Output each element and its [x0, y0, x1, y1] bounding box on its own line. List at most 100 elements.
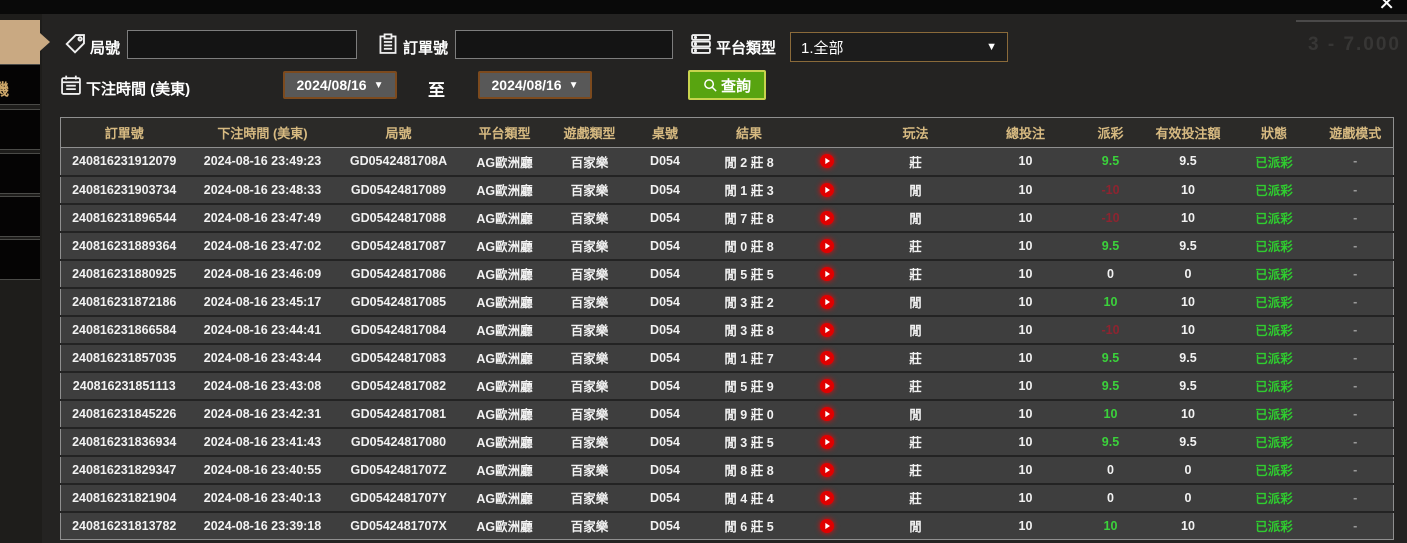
close-icon[interactable]: ✕ [1378, 0, 1395, 15]
cell-play_icon[interactable] [797, 203, 856, 233]
cell-valid_bet: 10 [1145, 287, 1231, 317]
cell-play_icon[interactable] [797, 511, 856, 540]
cell-order_no: 240816231821904 [60, 483, 188, 513]
cell-platform: AG歐洲廳 [459, 483, 550, 513]
order-no-input[interactable] [455, 30, 673, 59]
play-video-icon[interactable] [819, 238, 835, 254]
cell-table_no: D054 [629, 483, 701, 513]
sidebar-item-3[interactable] [0, 153, 40, 194]
background-divider [1296, 20, 1407, 22]
cell-order_no: 240816231836934 [60, 427, 188, 457]
cell-game_type: 百家樂 [549, 259, 630, 289]
cell-payout: 9.5 [1075, 231, 1146, 261]
cell-bet_method: 莊 [855, 455, 976, 485]
cell-table_no: D054 [629, 399, 701, 429]
top-bar: ✕ [0, 0, 1407, 14]
column-header-game_type: 遊戲類型 [549, 117, 630, 148]
cell-bet_method: 閒 [855, 175, 976, 205]
cell-result: 閒 0 莊 8 [700, 231, 798, 261]
cell-play_icon[interactable] [797, 371, 856, 401]
cell-valid_bet: 0 [1145, 483, 1231, 513]
play-video-icon[interactable] [819, 406, 835, 422]
calendar-icon [60, 74, 82, 96]
play-video-icon[interactable] [819, 490, 835, 506]
play-video-icon[interactable] [819, 182, 835, 198]
cell-play_icon[interactable] [797, 343, 856, 373]
cell-total_bet: 10 [975, 343, 1076, 373]
play-video-icon[interactable] [819, 462, 835, 478]
cell-play_icon[interactable] [797, 231, 856, 261]
search-button[interactable]: 查詢 [688, 70, 766, 100]
cell-play_icon[interactable] [797, 315, 856, 345]
cell-game_no: GD0542481708A [337, 147, 460, 177]
cell-payout: 10 [1075, 287, 1146, 317]
cell-play_icon[interactable] [797, 455, 856, 485]
cell-total_bet: 10 [975, 427, 1076, 457]
platform-type-select[interactable]: 1.全部 ▼ [790, 32, 1008, 62]
play-video-icon[interactable] [819, 266, 835, 282]
column-header-mode: 遊戲模式 [1317, 117, 1394, 148]
play-video-icon[interactable] [819, 518, 835, 534]
cell-payout: 9.5 [1075, 427, 1146, 457]
column-header-play_icon [797, 117, 856, 148]
play-video-icon[interactable] [819, 434, 835, 450]
cell-total_bet: 10 [975, 287, 1076, 317]
table-row: 240816231903734 2024-08-16 23:48:33 GD0542… [60, 175, 1394, 205]
play-video-icon[interactable] [819, 294, 835, 310]
cell-play_icon[interactable] [797, 427, 856, 457]
cell-play_icon[interactable] [797, 287, 856, 317]
cell-game_type: 百家樂 [549, 231, 630, 261]
cell-game_type: 百家樂 [549, 427, 630, 457]
date-from-select[interactable]: 2024/08/16 ▼ [283, 71, 397, 99]
cell-play_icon[interactable] [797, 483, 856, 513]
sidebar-active-tab[interactable] [0, 20, 50, 64]
cell-bet_method: 閒 [855, 399, 976, 429]
cell-mode: - [1317, 483, 1394, 513]
cell-total_bet: 10 [975, 147, 1076, 177]
cell-result: 閒 3 莊 2 [700, 287, 798, 317]
play-video-icon[interactable] [819, 210, 835, 226]
table-row: 240816231829347 2024-08-16 23:40:55 GD0542… [60, 455, 1394, 485]
cell-mode: - [1317, 315, 1394, 345]
game-no-input[interactable] [127, 30, 357, 59]
sidebar-item-5[interactable] [0, 239, 40, 280]
cell-bet_method: 閒 [855, 203, 976, 233]
table-row: 240816231845226 2024-08-16 23:42:31 GD0542… [60, 399, 1394, 429]
cell-payout: 9.5 [1075, 371, 1146, 401]
cell-game_no: GD05424817086 [337, 259, 460, 289]
table-row: 240816231851113 2024-08-16 23:43:08 GD0542… [60, 371, 1394, 401]
cell-table_no: D054 [629, 287, 701, 317]
sidebar-item-4[interactable] [0, 196, 40, 237]
cell-order_no: 240816231851113 [60, 371, 188, 401]
cell-total_bet: 10 [975, 455, 1076, 485]
cell-bet_method: 莊 [855, 231, 976, 261]
cell-bet_time: 2024-08-16 23:42:31 [187, 399, 338, 429]
column-header-result: 結果 [700, 117, 798, 148]
cell-play_icon[interactable] [797, 259, 856, 289]
cell-payout: -10 [1075, 315, 1146, 345]
cell-game_type: 百家樂 [549, 287, 630, 317]
play-video-icon[interactable] [819, 350, 835, 366]
cell-play_icon[interactable] [797, 175, 856, 205]
cell-payout: 0 [1075, 483, 1146, 513]
play-video-icon[interactable] [819, 322, 835, 338]
cell-total_bet: 10 [975, 203, 1076, 233]
date-to-select[interactable]: 2024/08/16 ▼ [478, 71, 592, 99]
cell-result: 閒 4 莊 4 [700, 483, 798, 513]
cell-bet_time: 2024-08-16 23:40:55 [187, 455, 338, 485]
play-video-icon[interactable] [819, 153, 835, 169]
cell-order_no: 240816231896544 [60, 203, 188, 233]
cell-bet_time: 2024-08-16 23:47:02 [187, 231, 338, 261]
cell-result: 閒 6 莊 5 [700, 511, 798, 540]
sidebar-item-1[interactable]: 機 [0, 64, 40, 105]
chevron-down-icon: ▼ [986, 41, 997, 53]
cell-payout: 0 [1075, 455, 1146, 485]
cell-play_icon[interactable] [797, 147, 856, 177]
cell-play_icon[interactable] [797, 399, 856, 429]
table-row: 240816231813782 2024-08-16 23:39:18 GD0542… [60, 511, 1394, 540]
date-to-label: 至 [428, 81, 445, 100]
cell-platform: AG歐洲廳 [459, 231, 550, 261]
cell-mode: - [1317, 147, 1394, 177]
play-video-icon[interactable] [819, 378, 835, 394]
sidebar-item-2[interactable] [0, 109, 40, 150]
